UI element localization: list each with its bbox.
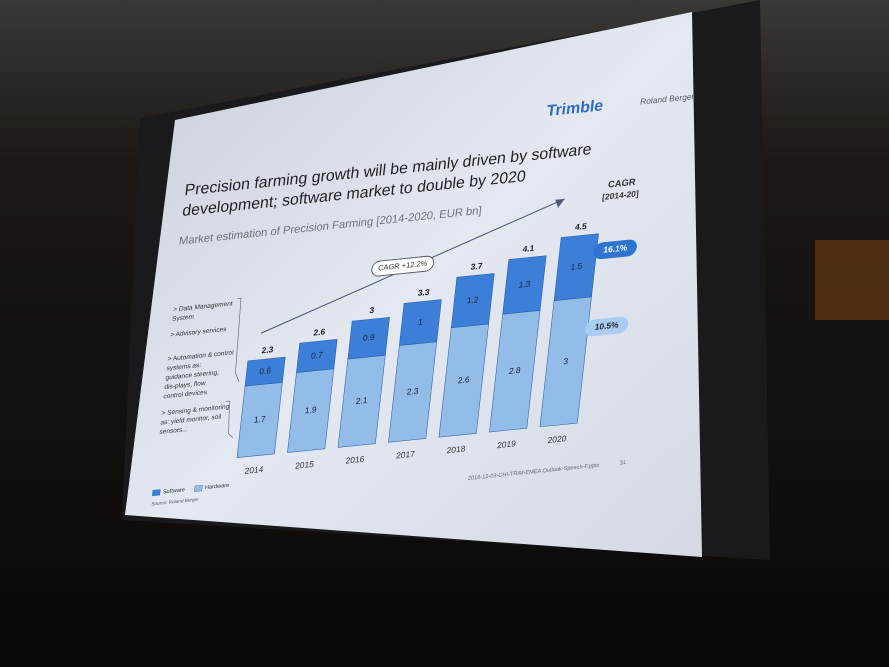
side-note: systems as:: [166, 362, 201, 372]
cagr-pill: [593, 239, 637, 260]
side-note: dis-plays, flow: [164, 380, 206, 391]
total-label: 2.6: [313, 326, 326, 337]
x-tick-label: 2019: [497, 438, 517, 450]
legend-label: Hardware: [205, 483, 230, 491]
window-light: [815, 240, 889, 320]
cagr-pill: [585, 316, 629, 337]
bar-segment: [450, 273, 495, 329]
value-label: 1.9: [304, 404, 317, 415]
total-label: 3.3: [417, 287, 430, 298]
total-label: 4.5: [575, 221, 588, 232]
bar-segment: [502, 255, 547, 315]
total-label: 3: [369, 305, 375, 315]
value-label: 2.6: [457, 374, 470, 385]
value-label: 1.3: [518, 279, 531, 290]
x-tick-label: 2020: [547, 433, 567, 445]
total-label: 2.3: [261, 344, 274, 355]
x-tick-label: 2015: [295, 459, 315, 471]
side-bracket: [225, 400, 234, 439]
x-tick-label: 2014: [244, 464, 264, 476]
value-label: 0.6: [259, 365, 272, 376]
cagr-value: 10.5%: [594, 320, 619, 332]
legend-swatch: [152, 489, 161, 497]
source-note: Source: Roland Berger: [151, 497, 199, 507]
value-label: 1.2: [466, 294, 479, 305]
x-tick-label: 2016: [345, 454, 365, 466]
value-label: 0.9: [362, 332, 375, 343]
value-label: 2.3: [406, 386, 419, 397]
x-tick-label: 2018: [446, 443, 466, 455]
bar-segment: [296, 339, 338, 373]
total-label: 4.1: [522, 243, 535, 254]
legend-swatch: [194, 484, 203, 492]
value-label: 0.7: [310, 350, 323, 361]
bar-segment: [244, 356, 286, 387]
side-note: sensors...: [159, 426, 188, 436]
value-label: 1: [418, 317, 424, 327]
cagr-header: [2014-20]: [602, 188, 640, 202]
logo-trimble: Trimble: [546, 97, 604, 120]
bar-segment: [553, 233, 599, 301]
value-label: 2.1: [355, 395, 368, 406]
arrow-head: [555, 198, 565, 208]
value-label: 1.5: [570, 261, 583, 272]
value-label: 1.7: [253, 414, 266, 425]
cagr-header: CAGR: [608, 176, 637, 190]
value-label: 2.8: [508, 365, 521, 376]
side-bracket: [235, 297, 242, 382]
total-label: 3.7: [470, 261, 483, 272]
cagr-value: 16.1%: [603, 242, 628, 254]
bar-segment: [399, 299, 442, 346]
side-note: control devices: [163, 389, 208, 400]
page-number: 31: [619, 460, 626, 467]
x-tick-label: 2017: [396, 449, 416, 461]
bar-segment: [347, 317, 390, 360]
growth-label-box: [371, 255, 435, 277]
value-label: 3: [563, 356, 569, 366]
legend-label: Software: [162, 487, 185, 495]
side-note: System: [172, 314, 195, 323]
